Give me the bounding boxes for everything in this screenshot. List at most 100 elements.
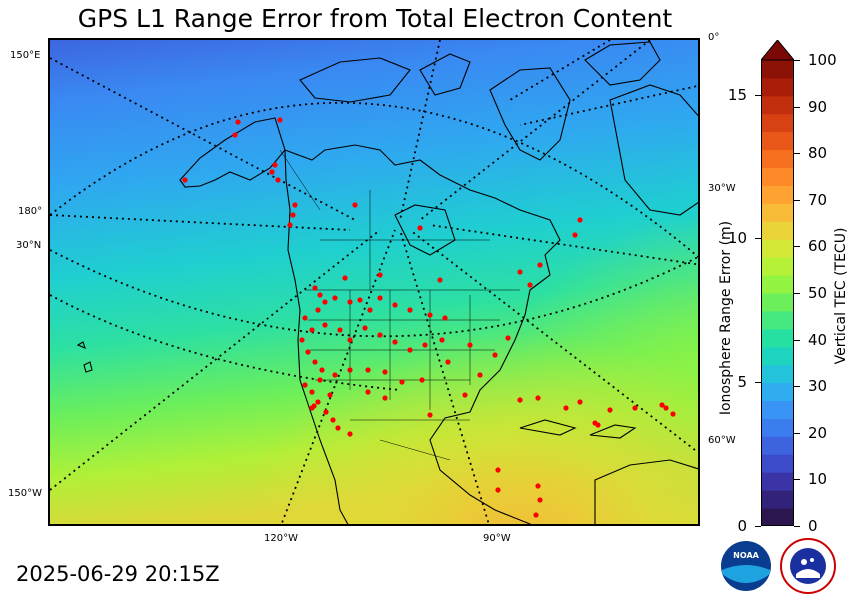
tec-tick-mark [794, 199, 800, 201]
station-marker [392, 302, 398, 308]
station-marker [272, 162, 278, 168]
colorbar-band [761, 257, 794, 276]
tec-tick-label: 90 [808, 97, 828, 116]
station-marker [235, 119, 241, 125]
station-marker [517, 269, 523, 275]
chart-title: GPS L1 Range Error from Total Electron C… [77, 4, 673, 33]
station-marker [427, 412, 433, 418]
station-marker [495, 467, 501, 473]
station-marker [287, 222, 293, 228]
station-marker [495, 487, 501, 493]
station-marker [317, 292, 323, 298]
station-marker [332, 372, 338, 378]
colorbar-band [761, 472, 794, 491]
station-marker [407, 307, 413, 313]
tec-tick-label: 80 [808, 144, 828, 163]
lon-label-30w: 30°W [708, 183, 736, 194]
colorbar-band [761, 60, 794, 79]
colorbar-band [761, 185, 794, 204]
station-marker [537, 497, 543, 503]
station-marker [527, 282, 533, 288]
colorbar-band [761, 113, 794, 133]
station-marker [632, 405, 638, 411]
station-marker [309, 389, 315, 395]
tec-tick-label: 0 [808, 517, 818, 535]
station-marker [477, 372, 483, 378]
station-marker [312, 285, 318, 291]
colorbar-band [761, 131, 794, 151]
station-marker [417, 225, 423, 231]
station-marker [275, 177, 281, 183]
station-marker [305, 349, 311, 355]
station-marker [382, 369, 388, 375]
station-marker [352, 202, 358, 208]
colorbar-band [761, 221, 794, 240]
borders [279, 149, 520, 461]
station-marker [467, 342, 473, 348]
station-marker [330, 417, 336, 423]
range-tick-label: 10 [727, 229, 747, 248]
range-tick-mark [755, 238, 761, 240]
station-marker [342, 275, 348, 281]
station-marker [422, 342, 428, 348]
nws-logo [780, 538, 836, 594]
station-marker [377, 272, 383, 278]
lat-label-30n: 30°N [16, 240, 42, 251]
colorbar-band [761, 436, 794, 455]
station-marker [335, 425, 341, 431]
station-marker [347, 299, 353, 305]
station-marker [670, 411, 676, 417]
tec-tick-label: 30 [808, 377, 828, 396]
tec-map [48, 38, 700, 526]
station-marker [419, 377, 425, 383]
tec-tick-label: 100 [808, 51, 837, 69]
station-marker [269, 169, 275, 175]
colorbar-band [761, 346, 794, 366]
noaa-logo-text: NOAA [733, 551, 759, 560]
range-tick-label: 15 [727, 85, 747, 104]
tec-tick-mark [794, 246, 800, 248]
colorbar-band [761, 275, 794, 294]
tec-tick-mark [794, 479, 800, 481]
station-marker [357, 297, 363, 303]
colorbar-band [761, 400, 794, 419]
station-marker [659, 402, 665, 408]
station-marker [347, 337, 353, 343]
station-marker [290, 212, 296, 218]
station-marker [382, 395, 388, 401]
station-marker [407, 347, 413, 353]
station-marker [311, 403, 317, 409]
station-marker [517, 397, 523, 403]
range-tick-label: 0 [737, 517, 747, 535]
station-marker [439, 337, 445, 343]
station-marker [537, 262, 543, 268]
station-marker [492, 352, 498, 358]
station-marker [377, 295, 383, 301]
station-marker [322, 322, 328, 328]
station-marker [317, 377, 323, 383]
range-axis-label: Ionosphere Range Error (m) [718, 220, 734, 416]
colorbar-band [761, 203, 794, 222]
station-marker [277, 117, 283, 123]
station-marker [312, 359, 318, 365]
colorbar-extend-arrow [759, 39, 796, 61]
lat-label-150w: 150°W [8, 488, 42, 499]
tec-tick-mark [794, 432, 800, 434]
station-marker [577, 217, 583, 223]
colorbar-band [761, 310, 794, 330]
station-marker [362, 325, 368, 331]
tec-axis-label: Vertical TEC (TECU) [833, 227, 849, 365]
tec-tick-label: 10 [808, 470, 828, 489]
colorbar-band [761, 508, 794, 527]
colorbar-band [761, 418, 794, 437]
station-marker [337, 327, 343, 333]
tec-tick-label: 70 [808, 190, 828, 209]
colorbar-band [761, 167, 794, 186]
colorbar-scale [759, 39, 796, 527]
colorbar-band [761, 454, 794, 473]
map-canvas [50, 40, 698, 524]
tec-tick-label: 20 [808, 423, 828, 442]
lon-label-120w: 120°W [264, 533, 298, 544]
colorbar-band [761, 239, 794, 258]
station-marker [399, 379, 405, 385]
